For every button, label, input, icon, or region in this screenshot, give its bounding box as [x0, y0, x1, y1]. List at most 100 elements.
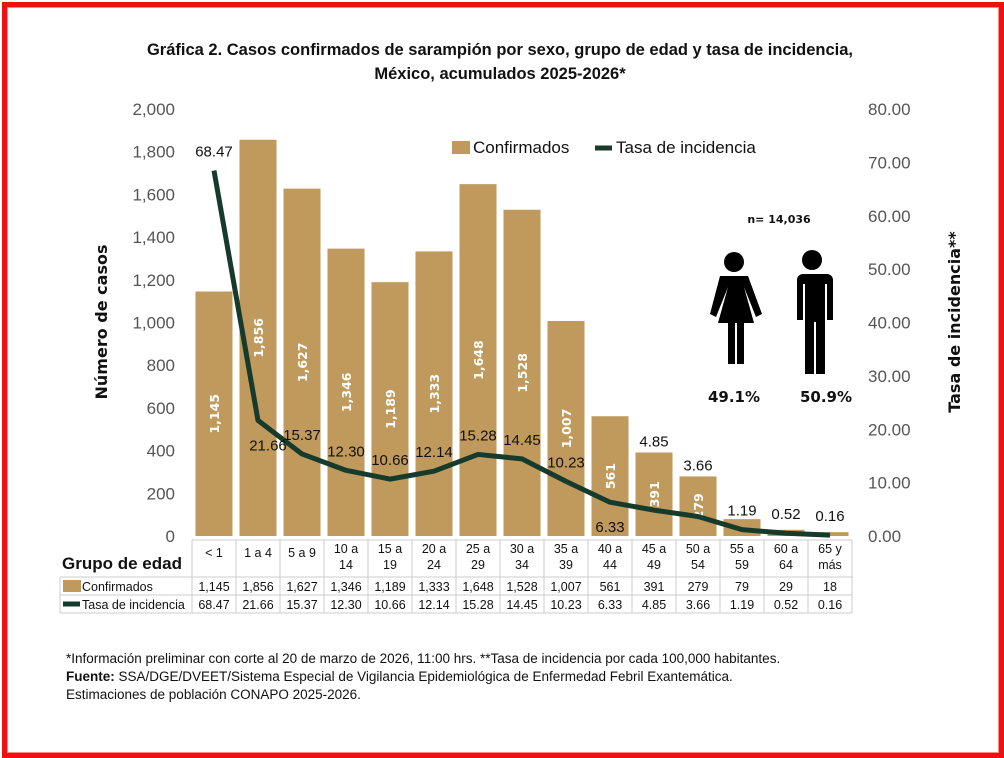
table-cell-tasa: 15.37	[286, 598, 317, 612]
line-data-label: 10.66	[371, 452, 409, 469]
category-label: 50 a	[686, 542, 710, 556]
chart-title: Gráfica 2. Casos confirmados de sarampió…	[20, 38, 980, 86]
bar-data-label: 1,007	[559, 409, 574, 449]
line-data-label: 12.14	[415, 444, 453, 461]
table-cell-confirmados: 1,333	[418, 580, 449, 594]
table-cell-tasa: 0.52	[774, 598, 798, 612]
table-cell-confirmados: 1,145	[198, 580, 229, 594]
category-label: 30 a	[510, 542, 534, 556]
category-label: 29	[471, 558, 485, 572]
legend-swatch-confirmados	[452, 141, 470, 154]
legend-label-tasa: Tasa de incidencia	[616, 138, 756, 157]
bar-data-label: 1,145	[207, 394, 222, 434]
y2-tick-label: 80.00	[868, 100, 911, 119]
female-percent: 49.1%	[708, 388, 760, 406]
x-axis-label: Grupo de edad	[62, 554, 182, 573]
title-line-1: Gráfica 2. Casos confirmados de sarampió…	[146, 41, 854, 59]
y-axis-label: Número de casos	[92, 245, 111, 400]
table-cell-confirmados: 1,346	[330, 580, 361, 594]
table-cell-tasa: 68.47	[198, 598, 229, 612]
bar-9	[591, 416, 629, 536]
male-icon	[797, 250, 833, 374]
category-label: 20 a	[422, 542, 446, 556]
y2-axis-label: Tasa de incidencia**	[945, 231, 964, 413]
bar-10	[635, 452, 673, 536]
bar-data-label: 1,856	[251, 318, 266, 358]
table-cell-confirmados: 391	[644, 580, 665, 594]
source-label: Fuente:	[66, 669, 115, 684]
table-cell-tasa: 0.16	[818, 598, 842, 612]
bar-2	[283, 188, 321, 536]
table-cell-tasa: 3.66	[686, 598, 710, 612]
bar-11	[679, 476, 717, 536]
table-cell-tasa: 4.85	[642, 598, 666, 612]
category-label: 44	[603, 558, 617, 572]
line-data-label: 15.37	[283, 427, 321, 444]
n-total-label: n= 14,036	[747, 213, 811, 226]
table-swatch-confirmados	[63, 580, 81, 592]
table-row-label-confirmados: Confirmados	[82, 580, 153, 594]
category-label: < 1	[205, 546, 223, 560]
category-label: 59	[735, 558, 749, 572]
line-data-label: 1.19	[727, 503, 756, 520]
y-tick-label: 1,000	[132, 314, 175, 333]
category-label: 60 a	[774, 542, 798, 556]
table-row-label-tasa: Tasa de incidencia	[82, 598, 185, 612]
line-data-label: 12.30	[327, 443, 365, 460]
male-percent: 50.9%	[800, 388, 852, 406]
line-data-label: 10.23	[547, 454, 585, 471]
title-line-2: México, acumulados 2025-2026*	[374, 65, 626, 83]
bar-3	[327, 248, 365, 536]
table-cell-confirmados: 1,648	[462, 580, 493, 594]
line-data-label: 15.28	[459, 427, 497, 444]
y2-tick-label: 0.00	[868, 527, 901, 546]
bar-data-label: 1,189	[383, 389, 398, 429]
y-tick-label: 0	[166, 527, 175, 546]
y-tick-label: 1,800	[132, 143, 175, 162]
bar-4	[371, 282, 409, 536]
table-cell-tasa: 10.23	[550, 598, 581, 612]
bar-8	[547, 321, 585, 536]
y2-tick-label: 70.00	[868, 153, 911, 172]
category-label: 45 a	[642, 542, 666, 556]
category-label: 15 a	[378, 542, 402, 556]
table-cell-tasa: 6.33	[598, 598, 622, 612]
category-label: 54	[691, 558, 705, 572]
table-cell-tasa: 10.66	[374, 598, 405, 612]
bar-data-label: 1,346	[339, 372, 354, 412]
y-tick-label: 1,200	[132, 271, 175, 290]
category-label: más	[818, 558, 842, 572]
table-cell-confirmados: 1,189	[374, 580, 405, 594]
table-cell-confirmados: 1,007	[550, 580, 581, 594]
table-cell-confirmados: 1,528	[506, 580, 537, 594]
table-cell-confirmados: 279	[688, 580, 709, 594]
category-label: 14	[339, 558, 353, 572]
population-note: Estimaciones de población CONAPO 2025-20…	[66, 687, 361, 702]
y-tick-label: 600	[147, 399, 175, 418]
category-label: 19	[383, 558, 397, 572]
bar-data-label: 1,528	[515, 353, 530, 393]
category-label: 49	[647, 558, 661, 572]
table-cell-confirmados: 29	[779, 580, 793, 594]
y2-tick-label: 20.00	[868, 420, 911, 439]
y2-tick-label: 10.00	[868, 474, 911, 493]
bar-data-label: 391	[647, 481, 662, 507]
bar-5	[415, 251, 453, 537]
table-cell-tasa: 15.28	[462, 598, 493, 612]
category-label: 24	[427, 558, 441, 572]
bar-0	[195, 291, 233, 536]
category-label: 64	[779, 558, 793, 572]
line-data-label: 0.52	[771, 506, 800, 523]
category-label: 35 a	[554, 542, 578, 556]
table-cell-tasa: 12.30	[330, 598, 361, 612]
line-data-label: 6.33	[595, 519, 624, 536]
footnote-line: *Información preliminar con corte al 20 …	[66, 651, 781, 666]
line-data-label: 4.85	[639, 434, 668, 451]
bar-data-label: 561	[603, 463, 618, 489]
table-cell-confirmados: 1,627	[286, 580, 317, 594]
category-label: 5 a 9	[288, 546, 316, 560]
category-label: 39	[559, 558, 573, 572]
source-text: SSA/DGE/DVEET/Sistema Especial de Vigila…	[114, 669, 733, 684]
